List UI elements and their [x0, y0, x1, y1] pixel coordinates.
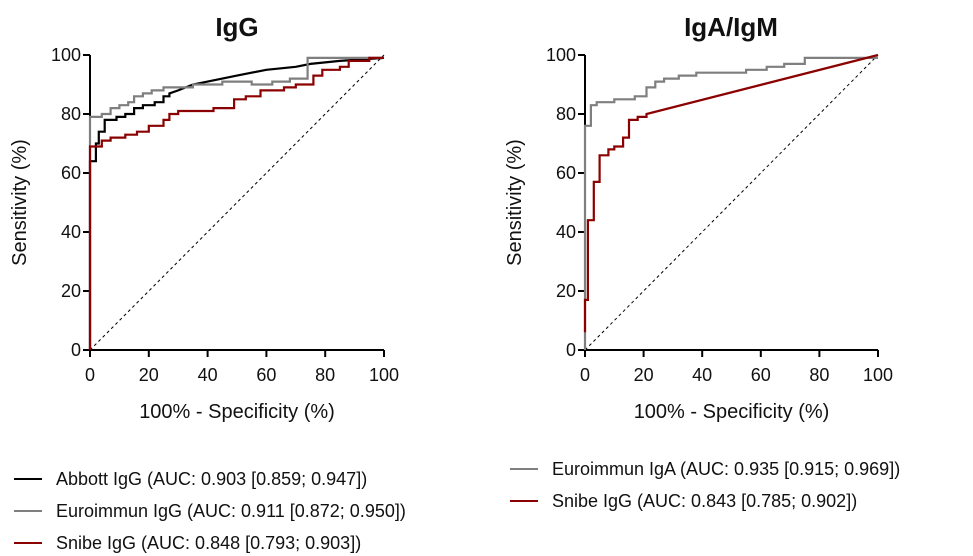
legend-label: Snibe IgG (AUC: 0.843 [0.785; 0.902])	[552, 491, 858, 511]
y-tick-label: 60	[61, 163, 81, 183]
y-tick-label: 60	[556, 163, 576, 183]
legend-swatch	[510, 500, 538, 502]
roc-curve-series-2	[88, 56, 384, 350]
chart-title-1: IgG	[215, 12, 258, 42]
y-tick-label: 40	[61, 222, 81, 242]
x-tick-label: 100	[369, 365, 399, 385]
legend-swatch	[14, 542, 42, 544]
x-tick-label: 40	[198, 365, 218, 385]
y-tick-label: 0	[566, 340, 576, 360]
roc-curve-series-3	[88, 56, 384, 350]
x-tick-label: 60	[256, 365, 276, 385]
x-tick-label: 80	[315, 365, 335, 385]
legend-swatch	[510, 468, 538, 470]
legend-label: Euroimmun IgA (AUC: 0.935 [0.915; 0.969]…	[552, 459, 901, 479]
x-tick-label: 80	[809, 365, 829, 385]
legend-swatch	[14, 510, 42, 512]
x-tick-label: 100	[863, 365, 893, 385]
y-axis-label: Sensitivity (%)	[9, 139, 31, 266]
y-tick-label: 100	[546, 45, 576, 65]
legend-label: Euroimmun IgG (AUC: 0.911 [0.872; 0.950]…	[56, 501, 406, 521]
x-tick-label: 20	[634, 365, 654, 385]
legend-label: Snibe IgG (AUC: 0.848 [0.793; 0.903])	[56, 533, 362, 553]
x-tick-label: 0	[85, 365, 95, 385]
y-tick-label: 20	[61, 281, 81, 301]
x-tick-label: 60	[751, 365, 771, 385]
x-axis-label: 100% - Specificity (%)	[634, 401, 830, 423]
x-tick-label: 40	[692, 365, 712, 385]
y-tick-label: 20	[556, 281, 576, 301]
x-tick-label: 0	[580, 365, 590, 385]
roc-curve-series-1	[88, 56, 385, 350]
y-tick-label: 0	[71, 340, 81, 360]
legend-label: Abbott IgG (AUC: 0.903 [0.859; 0.947])	[56, 469, 368, 489]
x-axis-label: 100% - Specificity (%)	[139, 401, 335, 423]
y-tick-label: 80	[61, 104, 81, 124]
roc-curve-series-1	[583, 56, 878, 350]
y-axis-label: Sensitivity (%)	[504, 139, 526, 266]
chart-title-2: IgA/IgM	[684, 12, 778, 42]
y-tick-label: 40	[556, 222, 576, 242]
y-tick-label: 80	[556, 104, 576, 124]
legend-swatch	[14, 478, 42, 480]
roc-curve-series-2	[583, 53, 879, 333]
y-tick-label: 100	[51, 45, 81, 65]
x-tick-label: 20	[139, 365, 159, 385]
